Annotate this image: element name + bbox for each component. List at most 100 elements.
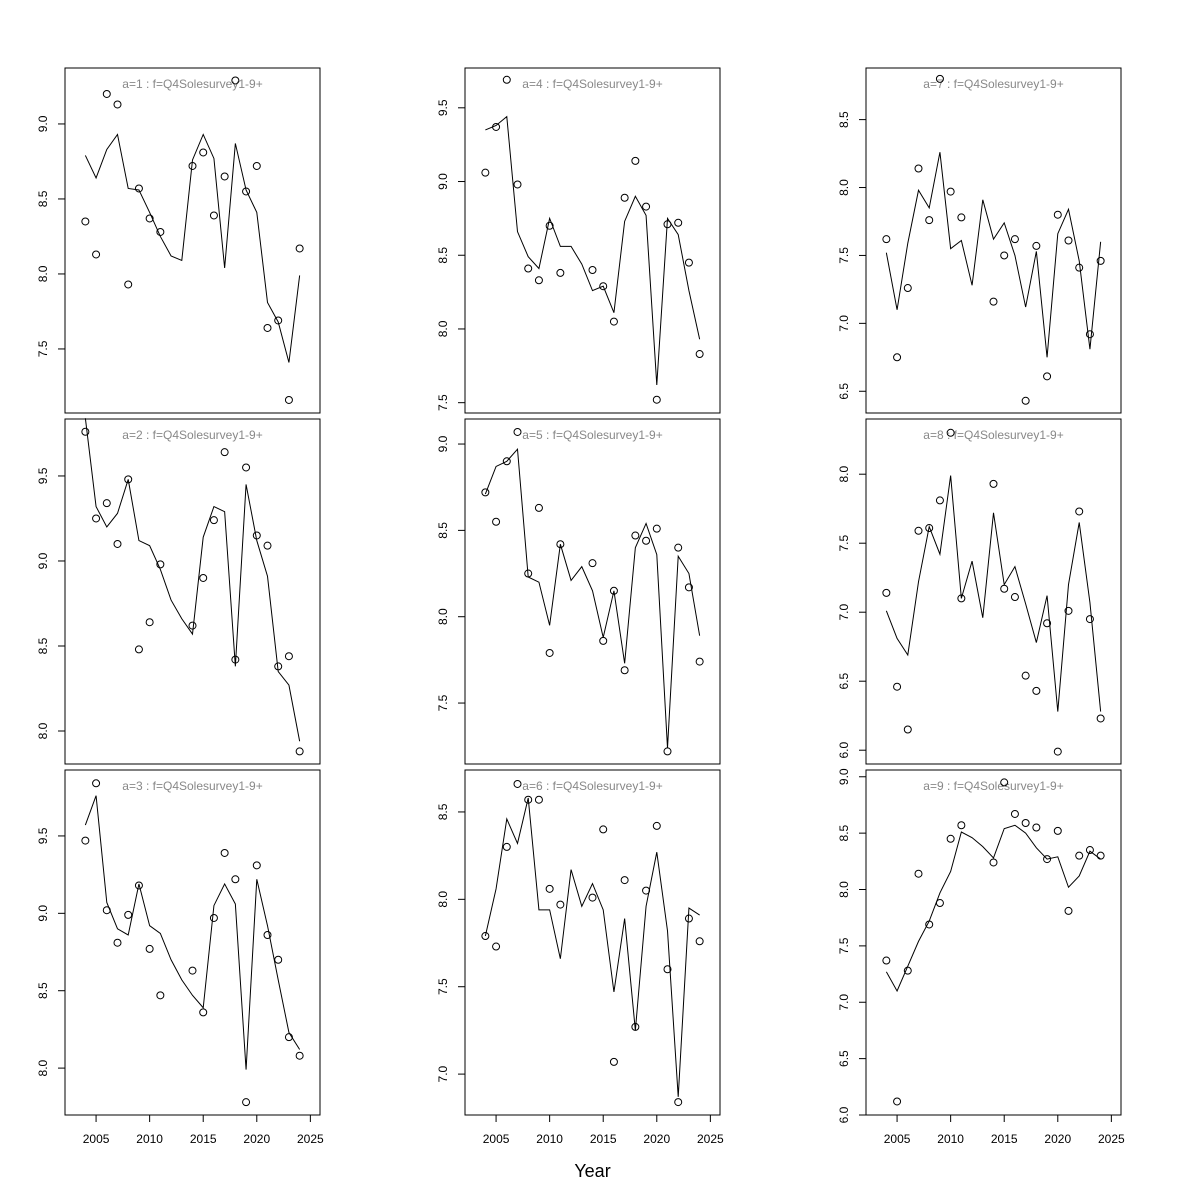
- data-point: [102, 499, 111, 508]
- data-point: [220, 448, 229, 457]
- y-tick-label: 8.0: [436, 320, 450, 337]
- data-point: [284, 395, 293, 404]
- data-point: [925, 216, 934, 225]
- data-point: [642, 536, 651, 545]
- data-point: [284, 652, 293, 661]
- data-point: [1096, 851, 1105, 860]
- data-point: [513, 180, 522, 189]
- panel-title: a=1 : f=Q4Solesurvey1-9+: [122, 77, 262, 91]
- data-point: [274, 955, 283, 964]
- data-point: [231, 875, 240, 884]
- data-point: [252, 861, 261, 870]
- data-point: [1053, 747, 1062, 756]
- data-point: [481, 488, 490, 497]
- x-tick-label: 2020: [243, 1132, 270, 1146]
- panel-frame: [464, 67, 721, 414]
- data-point: [914, 869, 923, 878]
- data-point: [957, 213, 966, 222]
- data-point: [588, 559, 597, 568]
- data-point: [220, 848, 229, 857]
- x-tick-label: 2010: [536, 1132, 563, 1146]
- panel-title: a=3 : f=Q4Solesurvey1-9+: [122, 779, 262, 793]
- data-point: [209, 913, 218, 922]
- data-point: [882, 956, 891, 965]
- fit-line: [84, 795, 301, 1070]
- data-point: [620, 666, 629, 675]
- data-point: [684, 258, 693, 267]
- data-point: [263, 541, 272, 550]
- fit-line: [485, 115, 701, 386]
- data-point: [81, 427, 90, 436]
- y-tick-label: 7.5: [436, 394, 450, 411]
- y-tick-label: 7.0: [837, 994, 851, 1011]
- x-tick-label: 2005: [83, 1132, 110, 1146]
- y-tick-label: 6.0: [837, 1106, 851, 1123]
- y-tick-label: 7.0: [436, 1065, 450, 1082]
- fit-line: [84, 133, 301, 363]
- data-point: [81, 836, 90, 845]
- data-point: [502, 457, 511, 466]
- data-point: [502, 75, 511, 84]
- data-point: [588, 893, 597, 902]
- x-tick-label: 2025: [1098, 1132, 1125, 1146]
- data-point: [145, 944, 154, 953]
- data-point: [134, 184, 143, 193]
- data-point: [156, 560, 165, 569]
- panel-title: a=9 : f=Q4Solesurvey1-9+: [923, 779, 1063, 793]
- data-point: [674, 218, 683, 227]
- data-point: [1032, 823, 1041, 832]
- y-tick-label: 9.5: [36, 467, 50, 484]
- panel-title: a=2 : f=Q4Solesurvey1-9+: [122, 428, 262, 442]
- data-point: [1000, 778, 1009, 787]
- data-point: [124, 280, 133, 289]
- data-point: [663, 965, 672, 974]
- data-point: [588, 265, 597, 274]
- x-tick-label: 2025: [697, 1132, 724, 1146]
- data-point: [1032, 241, 1041, 250]
- x-tick-label: 2005: [884, 1132, 911, 1146]
- fit-line: [885, 824, 1101, 993]
- data-point: [113, 100, 122, 109]
- data-point: [145, 618, 154, 627]
- data-point: [957, 821, 966, 830]
- panel-title: a=8 : f=Q4Solesurvey1-9+: [923, 428, 1063, 442]
- data-point: [599, 825, 608, 834]
- data-point: [1096, 256, 1105, 265]
- y-tick-label: 7.5: [436, 978, 450, 995]
- data-point: [609, 1057, 618, 1066]
- data-point: [674, 1098, 683, 1107]
- data-point: [1010, 593, 1019, 602]
- x-tick-label: 2020: [1044, 1132, 1071, 1146]
- data-point: [893, 682, 902, 691]
- data-point: [199, 1008, 208, 1017]
- data-point: [534, 276, 543, 285]
- fit-line: [484, 797, 700, 1097]
- data-point: [1064, 606, 1073, 615]
- y-tick-label: 6.5: [837, 1050, 851, 1067]
- data-point: [1043, 619, 1052, 628]
- y-tick-label: 8.0: [436, 891, 450, 908]
- data-point: [652, 524, 661, 533]
- y-tick-label: 9.5: [436, 99, 450, 116]
- y-tick-label: 8.0: [36, 265, 50, 282]
- y-tick-label: 8.0: [837, 466, 851, 483]
- x-tick-label: 2015: [590, 1132, 617, 1146]
- data-point: [134, 881, 143, 890]
- data-point: [989, 297, 998, 306]
- data-point: [81, 217, 90, 226]
- data-point: [199, 573, 208, 582]
- data-point: [1075, 263, 1084, 272]
- fit-line: [84, 418, 301, 742]
- y-tick-label: 6.0: [837, 742, 851, 759]
- data-point: [242, 463, 251, 472]
- data-point: [1000, 584, 1009, 593]
- data-point: [242, 1098, 251, 1107]
- data-point: [893, 1097, 902, 1106]
- data-point: [513, 427, 522, 436]
- x-tick-label: 2020: [643, 1132, 670, 1146]
- data-point: [1075, 507, 1084, 516]
- y-tick-label: 7.5: [837, 247, 851, 264]
- data-point: [545, 884, 554, 893]
- data-point: [92, 514, 101, 523]
- data-point: [502, 842, 511, 851]
